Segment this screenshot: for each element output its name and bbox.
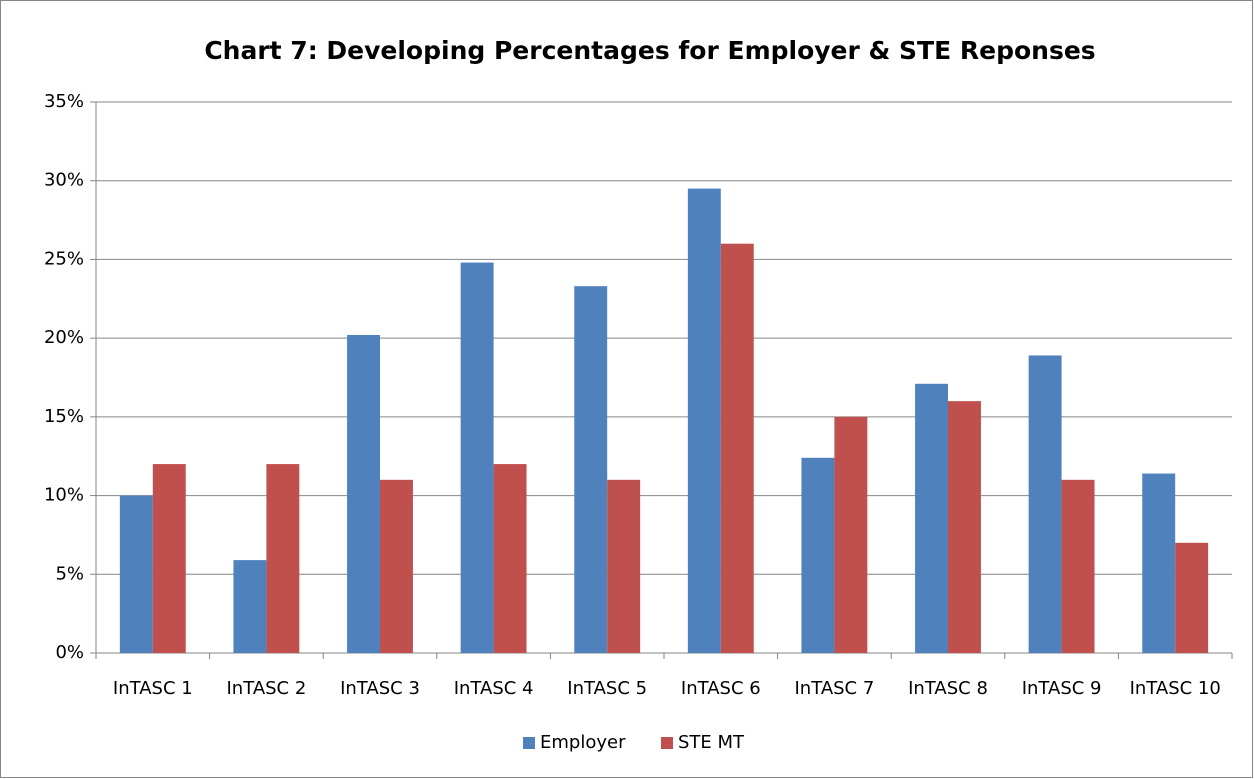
legend-swatch — [661, 737, 673, 749]
bar — [948, 401, 981, 653]
bar — [574, 286, 608, 653]
y-tick-label: 15% — [44, 406, 84, 427]
chart-title: Chart 7: Developing Percentages for Empl… — [204, 36, 1095, 65]
legend-swatch — [523, 737, 535, 749]
x-tick-label: InTASC 1 — [113, 678, 193, 699]
bar — [233, 560, 267, 653]
y-tick-label: 30% — [44, 170, 84, 191]
bar — [119, 495, 153, 653]
y-tick-label: 5% — [55, 563, 84, 584]
x-tick-label: InTASC 7 — [795, 678, 875, 699]
bar — [687, 188, 721, 654]
bar — [1142, 473, 1176, 653]
bar — [1061, 479, 1095, 653]
legend-label: STE MT — [678, 732, 745, 753]
bar — [834, 416, 868, 653]
x-tick-label: InTASC 4 — [454, 678, 534, 699]
bar — [493, 464, 527, 653]
y-tick-label: 10% — [44, 485, 84, 506]
x-tick-label: InTASC 3 — [340, 678, 420, 699]
x-tick-label: InTASC 8 — [908, 678, 988, 699]
x-tick-label: InTASC 5 — [567, 678, 647, 699]
bar — [915, 383, 948, 653]
x-tick-label: InTASC 10 — [1130, 678, 1221, 699]
y-tick-label: 25% — [44, 248, 84, 269]
bar — [607, 479, 641, 653]
bar — [152, 464, 186, 653]
bar — [347, 334, 380, 653]
bar — [460, 262, 494, 653]
bar — [801, 457, 835, 653]
x-tick-label: InTASC 9 — [1022, 678, 1102, 699]
y-tick-label: 0% — [55, 642, 84, 663]
bar — [720, 243, 754, 653]
y-tick-label: 20% — [44, 327, 84, 348]
bar — [1175, 542, 1209, 653]
y-tick-label: 35% — [44, 91, 84, 112]
x-tick-label: InTASC 6 — [681, 678, 761, 699]
bar — [380, 479, 413, 653]
legend-label: Employer — [540, 732, 626, 753]
x-tick-label: InTASC 2 — [227, 678, 307, 699]
bar — [1028, 355, 1062, 653]
bar — [266, 464, 300, 653]
